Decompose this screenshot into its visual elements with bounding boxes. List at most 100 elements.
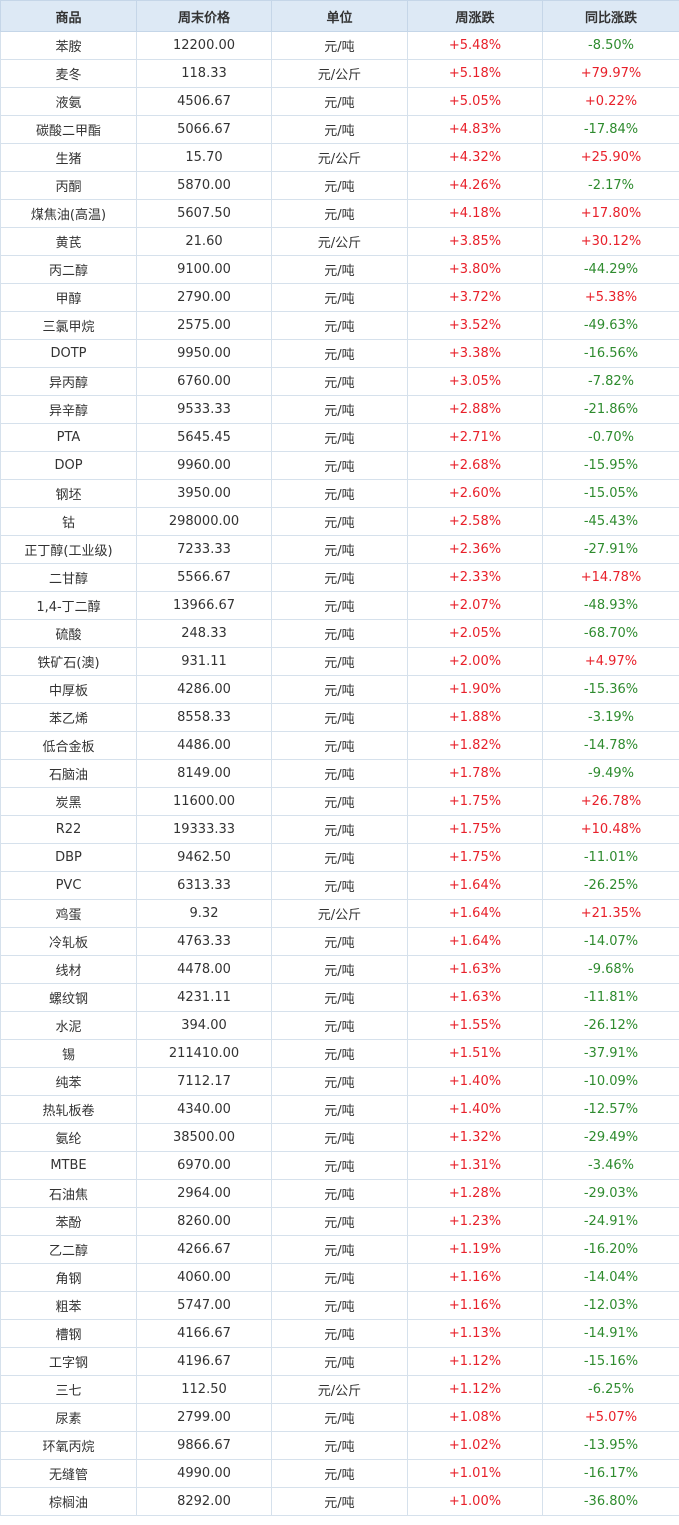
commodity-name-cell: 苯胺: [0, 31, 137, 60]
yoy-change-cell: -15.95%: [542, 451, 679, 480]
weekly-change-cell: +1.55%: [407, 1011, 543, 1040]
commodity-name-cell: DOP: [0, 451, 137, 480]
unit-cell: 元/吨: [271, 843, 408, 872]
unit-cell: 元/吨: [271, 1319, 408, 1348]
table-row: DOTP 9950.00 元/吨 +3.38% -16.56%: [0, 339, 679, 368]
table-row: 热轧板卷 4340.00 元/吨 +1.40% -12.57%: [0, 1095, 679, 1124]
yoy-change-cell: +5.38%: [542, 283, 679, 312]
weekend-price-cell: 8260.00: [136, 1207, 272, 1236]
table-row: 无缝管 4990.00 元/吨 +1.01% -16.17%: [0, 1459, 679, 1488]
yoy-change-cell: -13.95%: [542, 1431, 679, 1460]
unit-cell: 元/公斤: [271, 1375, 408, 1404]
table-row: 铁矿石(澳) 931.11 元/吨 +2.00% +4.97%: [0, 647, 679, 676]
table-row: 钢坯 3950.00 元/吨 +2.60% -15.05%: [0, 479, 679, 508]
commodity-name-cell: 硫酸: [0, 619, 137, 648]
weekly-change-cell: +1.78%: [407, 759, 543, 788]
unit-cell: 元/吨: [271, 731, 408, 760]
yoy-change-cell: -49.63%: [542, 311, 679, 340]
yoy-change-cell: +30.12%: [542, 227, 679, 256]
header-weekly-change: 周涨跌: [407, 0, 543, 32]
commodity-name-cell: 三氯甲烷: [0, 311, 137, 340]
yoy-change-cell: -8.50%: [542, 31, 679, 60]
commodity-name-cell: 尿素: [0, 1403, 137, 1432]
table-row: 麦冬 118.33 元/公斤 +5.18% +79.97%: [0, 59, 679, 88]
weekend-price-cell: 5747.00: [136, 1291, 272, 1320]
weekend-price-cell: 38500.00: [136, 1123, 272, 1152]
table-row: DBP 9462.50 元/吨 +1.75% -11.01%: [0, 843, 679, 872]
weekly-change-cell: +2.00%: [407, 647, 543, 676]
table-row: 三氯甲烷 2575.00 元/吨 +3.52% -49.63%: [0, 311, 679, 340]
yoy-change-cell: -11.81%: [542, 983, 679, 1012]
weekend-price-cell: 19333.33: [136, 815, 272, 844]
table-row: 异丙醇 6760.00 元/吨 +3.05% -7.82%: [0, 367, 679, 396]
weekend-price-cell: 4340.00: [136, 1095, 272, 1124]
table-row: 氨纶 38500.00 元/吨 +1.32% -29.49%: [0, 1123, 679, 1152]
commodity-name-cell: 煤焦油(高温): [0, 199, 137, 228]
weekend-price-cell: 2790.00: [136, 283, 272, 312]
table-row: 煤焦油(高温) 5607.50 元/吨 +4.18% +17.80%: [0, 199, 679, 228]
unit-cell: 元/吨: [271, 759, 408, 788]
unit-cell: 元/公斤: [271, 899, 408, 928]
header-unit: 单位: [271, 0, 408, 32]
weekend-price-cell: 4231.11: [136, 983, 272, 1012]
unit-cell: 元/吨: [271, 1011, 408, 1040]
yoy-change-cell: +4.97%: [542, 647, 679, 676]
commodity-name-cell: 丙二醇: [0, 255, 137, 284]
commodity-name-cell: 石脑油: [0, 759, 137, 788]
commodity-name-cell: 无缝管: [0, 1459, 137, 1488]
weekly-change-cell: +1.32%: [407, 1123, 543, 1152]
commodity-name-cell: 黄芪: [0, 227, 137, 256]
table-row: 钴 298000.00 元/吨 +2.58% -45.43%: [0, 507, 679, 536]
weekend-price-cell: 4286.00: [136, 675, 272, 704]
yoy-change-cell: -37.91%: [542, 1039, 679, 1068]
commodity-name-cell: 钴: [0, 507, 137, 536]
unit-cell: 元/吨: [271, 591, 408, 620]
weekend-price-cell: 2964.00: [136, 1179, 272, 1208]
table-row: 尿素 2799.00 元/吨 +1.08% +5.07%: [0, 1403, 679, 1432]
table-body: 苯胺 12200.00 元/吨 +5.48% -8.50% 麦冬 118.33 元/公斤 +5.…: [0, 31, 679, 1516]
weekend-price-cell: 12200.00: [136, 31, 272, 60]
weekend-price-cell: 9533.33: [136, 395, 272, 424]
table-row: PVC 6313.33 元/吨 +1.64% -26.25%: [0, 871, 679, 900]
commodity-name-cell: 异丙醇: [0, 367, 137, 396]
weekend-price-cell: 112.50: [136, 1375, 272, 1404]
yoy-change-cell: -14.78%: [542, 731, 679, 760]
weekly-change-cell: +1.82%: [407, 731, 543, 760]
yoy-change-cell: -29.03%: [542, 1179, 679, 1208]
unit-cell: 元/吨: [271, 31, 408, 60]
yoy-change-cell: -6.25%: [542, 1375, 679, 1404]
yoy-change-cell: -3.46%: [542, 1151, 679, 1180]
weekend-price-cell: 9.32: [136, 899, 272, 928]
header-commodity: 商品: [0, 0, 137, 32]
header-yoy-change: 同比涨跌: [542, 0, 679, 32]
table-row: 苯乙烯 8558.33 元/吨 +1.88% -3.19%: [0, 703, 679, 732]
commodity-name-cell: 低合金板: [0, 731, 137, 760]
weekend-price-cell: 2799.00: [136, 1403, 272, 1432]
commodity-name-cell: 水泥: [0, 1011, 137, 1040]
commodity-name-cell: 苯乙烯: [0, 703, 137, 732]
weekend-price-cell: 8292.00: [136, 1487, 272, 1516]
weekend-price-cell: 15.70: [136, 143, 272, 172]
unit-cell: 元/吨: [271, 815, 408, 844]
commodity-name-cell: 钢坯: [0, 479, 137, 508]
weekly-change-cell: +1.23%: [407, 1207, 543, 1236]
unit-cell: 元/公斤: [271, 59, 408, 88]
weekly-change-cell: +2.88%: [407, 395, 543, 424]
weekend-price-cell: 9462.50: [136, 843, 272, 872]
commodity-name-cell: 锡: [0, 1039, 137, 1068]
table-header: 商品 周末价格 单位 周涨跌 同比涨跌: [0, 0, 679, 32]
yoy-change-cell: -14.07%: [542, 927, 679, 956]
table-row: 丙酮 5870.00 元/吨 +4.26% -2.17%: [0, 171, 679, 200]
commodity-name-cell: 粗苯: [0, 1291, 137, 1320]
table-row: 炭黑 11600.00 元/吨 +1.75% +26.78%: [0, 787, 679, 816]
table-row: R22 19333.33 元/吨 +1.75% +10.48%: [0, 815, 679, 844]
weekly-change-cell: +5.18%: [407, 59, 543, 88]
table-row: 石油焦 2964.00 元/吨 +1.28% -29.03%: [0, 1179, 679, 1208]
table-row: PTA 5645.45 元/吨 +2.71% -0.70%: [0, 423, 679, 452]
header-weekend-price: 周末价格: [136, 0, 272, 32]
unit-cell: 元/吨: [271, 1347, 408, 1376]
weekly-change-cell: +2.36%: [407, 535, 543, 564]
unit-cell: 元/公斤: [271, 227, 408, 256]
table-row: 角钢 4060.00 元/吨 +1.16% -14.04%: [0, 1263, 679, 1292]
yoy-change-cell: -16.56%: [542, 339, 679, 368]
